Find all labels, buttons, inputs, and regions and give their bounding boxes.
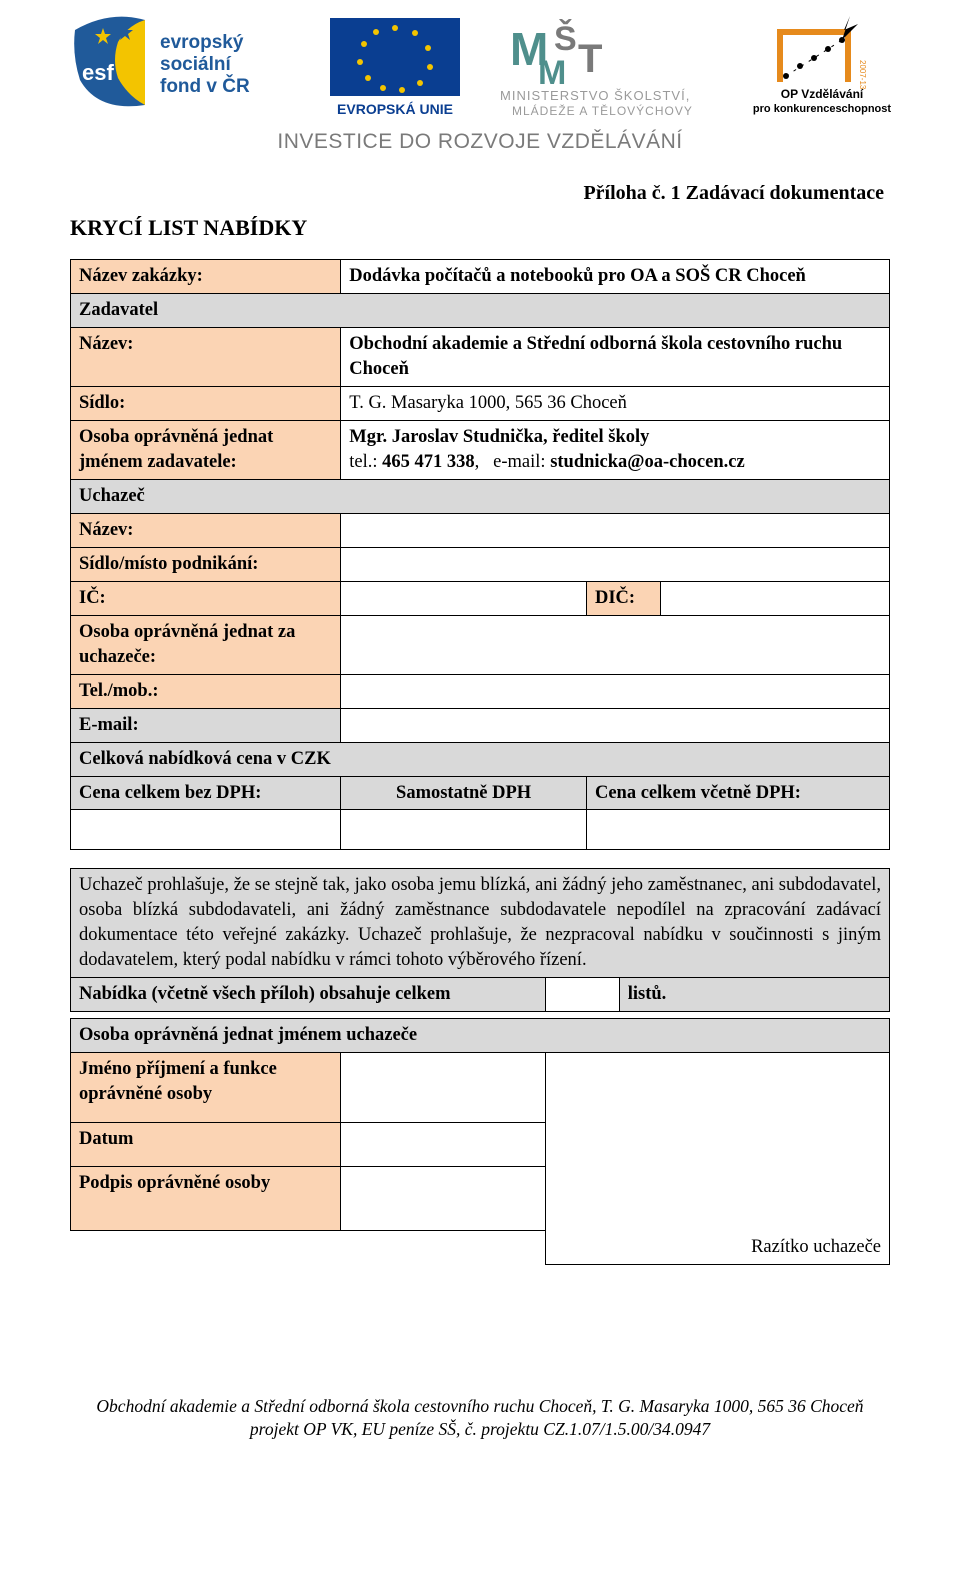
label-cena-bez: Cena celkem bez DPH: — [71, 776, 341, 810]
signature-table: Osoba oprávněná jednat jménem uchazeče J… — [70, 1018, 890, 1264]
svg-text:Š: Š — [554, 19, 577, 58]
input-datum[interactable] — [341, 1123, 546, 1167]
label-osoba-zadavatel: Osoba oprávněná jednat jménem zadavatele… — [71, 420, 341, 479]
section-cena: Celková nabídková cena v CZK — [71, 742, 890, 776]
label-cena-vc: Cena celkem včetně DPH: — [586, 776, 889, 810]
label-podpis: Podpis oprávněné osoby — [71, 1167, 341, 1231]
input-cena-dph[interactable] — [341, 810, 587, 850]
svg-text:MINISTERSTVO ŠKOLSTVÍ,: MINISTERSTVO ŠKOLSTVÍ, — [500, 88, 690, 103]
label-nazev: Název: — [71, 327, 341, 386]
section-zadavatel: Zadavatel — [71, 293, 890, 327]
input-ic[interactable] — [341, 581, 587, 615]
label-jmeno-fce: Jméno příjmení a funkce oprávněné osoby — [71, 1053, 341, 1123]
label-nazev-zakazky: Název zakázky: — [71, 260, 341, 294]
doc-title: KRYCÍ LIST NABÍDKY — [70, 215, 890, 241]
value-nazev-zakazky: Dodávka počítačů a notebooků pro OA a SO… — [341, 260, 890, 294]
label-sidlo-misto: Sídlo/místo podnikání: — [71, 547, 341, 581]
label-telmob: Tel./mob.: — [71, 674, 341, 708]
msmt-logo: M Š M T MINISTERSTVO ŠKOLSTVÍ, MLÁDEŽE A… — [500, 10, 710, 120]
label-cena-dph: Samostatně DPH — [341, 776, 587, 810]
label-ic: IČ: — [71, 581, 341, 615]
label-sidlo: Sídlo: — [71, 386, 341, 420]
label-dic: DIČ: — [586, 581, 660, 615]
input-uchazec-nazev[interactable] — [341, 513, 890, 547]
logo-bar: esf evropský sociální fond v ČR EVROPSKÁ… — [70, 10, 890, 120]
esf-logo: esf evropský sociální fond v ČR — [70, 10, 290, 120]
svg-text:2007-13: 2007-13 — [858, 60, 867, 90]
section-osoba-jmenem: Osoba oprávněná jednat jménem uchazeče — [71, 1019, 890, 1053]
value-osoba-zadavatel: Mgr. Jaroslav Studnička, ředitel školy t… — [341, 420, 890, 479]
input-dic[interactable] — [660, 581, 889, 615]
input-email[interactable] — [341, 708, 890, 742]
esf-text1: evropský — [160, 32, 244, 53]
input-osoba-uchazec[interactable] — [341, 615, 890, 674]
svg-text:EVROPSKÁ UNIE: EVROPSKÁ UNIE — [337, 101, 453, 117]
input-cena-vc[interactable] — [586, 810, 889, 850]
input-podpis[interactable] — [341, 1167, 546, 1231]
opvk-logo: OP Vzdělávání pro konkurenceschopnost 20… — [740, 10, 910, 120]
label-nabidka-left: Nabídka (včetně všech příloh) obsahuje c… — [71, 978, 546, 1012]
svg-text:esf: esf — [82, 60, 114, 85]
label-nazev2: Název: — [71, 513, 341, 547]
declaration-text: Uchazeč prohlašuje, že se stejně tak, ja… — [71, 869, 890, 978]
input-telmob[interactable] — [341, 674, 890, 708]
eu-logo: EVROPSKÁ UNIE — [320, 10, 470, 120]
svg-text:pro konkurenceschopnost: pro konkurenceschopnost — [753, 103, 891, 115]
input-sidlo-misto[interactable] — [341, 547, 890, 581]
footer: Obchodní akademie a Střední odborná škol… — [70, 1395, 890, 1442]
attachment-label: Příloha č. 1 Zadávací dokumentace — [70, 182, 890, 205]
svg-text:T: T — [578, 37, 602, 81]
svg-text:fond v ČR: fond v ČR — [160, 75, 250, 97]
value-zadavatel-nazev: Obchodní akademie a Střední odborná škol… — [341, 327, 890, 386]
tagline: INVESTICE DO ROZVOJE VZDĚLÁVÁNÍ — [70, 130, 890, 154]
label-listu: listů. — [619, 978, 889, 1012]
svg-text:OP Vzdělávání: OP Vzdělávání — [781, 87, 864, 101]
svg-text:M: M — [538, 54, 566, 92]
svg-text:MLÁDEŽE A TĚLOVÝCHOVY: MLÁDEŽE A TĚLOVÝCHOVY — [512, 103, 693, 118]
input-listu-count[interactable] — [546, 978, 620, 1012]
stamp-area[interactable] — [546, 1053, 890, 1231]
section-uchazec: Uchazeč — [71, 479, 890, 513]
input-cena-bez[interactable] — [71, 810, 341, 850]
label-email: E-mail: — [71, 708, 341, 742]
input-jmeno-fce[interactable] — [341, 1053, 546, 1123]
declaration-table: Uchazeč prohlašuje, že se stejně tak, ja… — [70, 868, 890, 1012]
label-razitko: Razítko uchazeče — [546, 1231, 890, 1264]
value-zadavatel-sidlo: T. G. Masaryka 1000, 565 36 Choceň — [341, 386, 890, 420]
label-datum: Datum — [71, 1123, 341, 1167]
svg-text:sociální: sociální — [160, 54, 231, 75]
label-osoba-uchazec: Osoba oprávněná jednat za uchazeče: — [71, 615, 341, 674]
form-table: Název zakázky: Dodávka počítačů a notebo… — [70, 259, 890, 850]
